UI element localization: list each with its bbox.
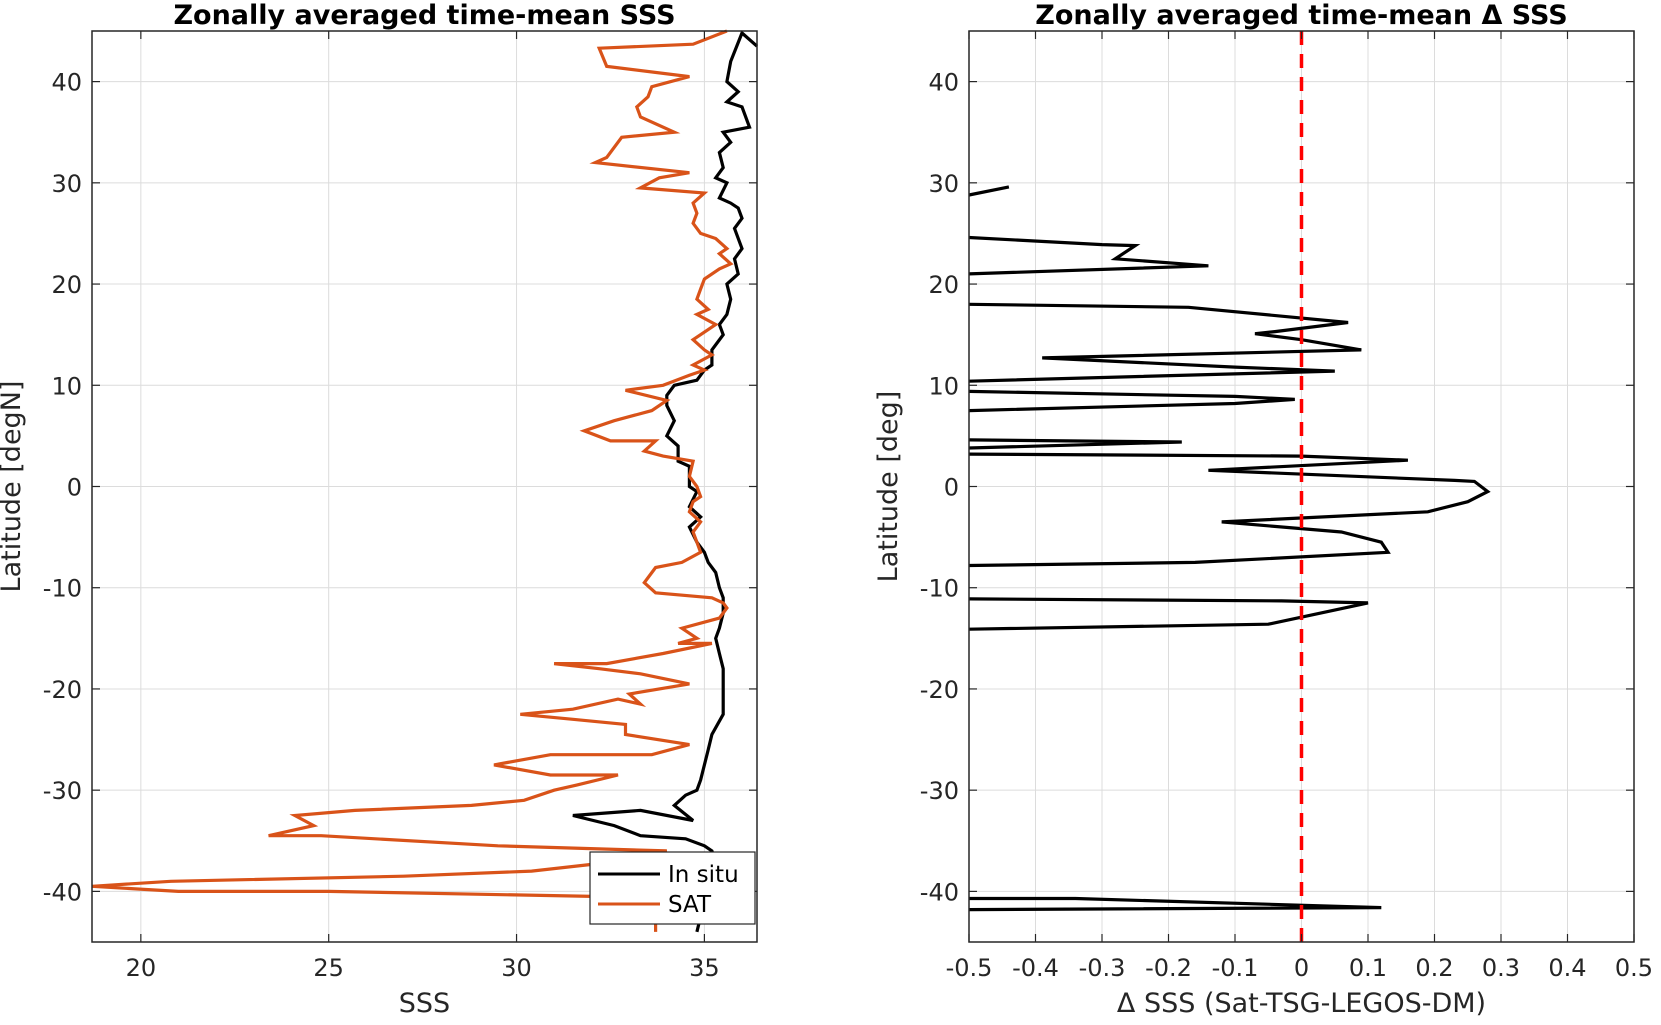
y-tick-label: 0 [944, 474, 959, 502]
x-tick-label: -0.1 [1212, 954, 1259, 982]
x-tick-label: 20 [126, 954, 157, 982]
series-line-in-situ [572, 30, 759, 933]
series-lines-left [91, 29, 759, 933]
y-tick-label: 20 [51, 271, 82, 299]
y-axis-label-right: Latitude [deg] [873, 391, 904, 583]
y-tick-label: -20 [920, 676, 959, 704]
y-tick-label: -40 [920, 878, 959, 906]
x-tick-label: 0.2 [1415, 954, 1453, 982]
y-tick-label: 0 [67, 474, 82, 502]
y-tick-labels-right: -40 -30 -20 -10 0 10 20 30 40 [920, 69, 959, 907]
legend-label-in-situ: In situ [668, 862, 739, 888]
tick-marks-left [92, 31, 757, 942]
x-tick-label: 0.3 [1482, 954, 1520, 982]
series-line-delta-sss-segment-4 [968, 389, 1295, 413]
x-tick-label: -0.2 [1145, 954, 1192, 982]
series-line-delta-sss-segment-2 [968, 235, 1209, 276]
x-tick-label: -0.5 [946, 954, 993, 982]
x-axis-label-left: SSS [399, 988, 450, 1019]
y-tick-label: 30 [928, 170, 959, 198]
grid-left [92, 31, 757, 942]
x-tick-label: 30 [501, 954, 532, 982]
y-tick-label: -10 [920, 575, 959, 603]
x-tick-label: -0.3 [1079, 954, 1126, 982]
series-line-delta-sss-segment-6 [968, 452, 1491, 568]
y-axis-label-left: Latitude [degN] [0, 381, 27, 593]
series-line-delta-sss-segment-1 [968, 185, 1010, 197]
legend-box [589, 851, 756, 925]
x-tick-label: 0.1 [1349, 954, 1387, 982]
x-tick-label: 0 [1294, 954, 1309, 982]
chart-title-left: Zonally averaged time-mean SSS [173, 0, 675, 31]
y-tick-label: -30 [43, 777, 82, 805]
x-tick-label: -0.4 [1012, 954, 1059, 982]
chart-left-sss-profile: 20 25 30 35 -40 -30 -20 -10 0 10 20 30 40 Zonally a… [0, 0, 759, 1019]
y-tick-label: -10 [43, 575, 82, 603]
x-tick-labels-right: -0.5 -0.4 -0.3 -0.2 -0.1 0 0.1 0.2 0.3 0.4 0.5 [946, 954, 1654, 982]
y-tick-labels-left: -40 -30 -20 -10 0 10 20 30 40 [43, 69, 82, 907]
y-tick-label: 30 [51, 170, 82, 198]
y-tick-label: 10 [51, 372, 82, 400]
tick-marks-right [968, 31, 1635, 942]
y-tick-label: 10 [928, 372, 959, 400]
series-line-delta-sss-segment-8 [968, 896, 1382, 912]
series-line-sat [91, 29, 734, 932]
x-axis-label-right: Δ SSS (Sat-TSG-LEGOS-DM) [1117, 988, 1486, 1019]
series-line-delta-sss-segment-5 [968, 438, 1182, 450]
y-tick-label: -40 [43, 878, 82, 906]
legend-label-sat: SAT [668, 892, 712, 918]
series-lines-right [968, 185, 1491, 912]
y-tick-label: 40 [51, 69, 82, 97]
x-tick-label: 0.5 [1615, 954, 1653, 982]
series-line-delta-sss-segment-7 [968, 597, 1369, 631]
x-tick-label: 35 [689, 954, 720, 982]
y-tick-label: 40 [928, 69, 959, 97]
y-tick-label: -30 [920, 777, 959, 805]
legend: In situ SAT [589, 851, 756, 925]
y-tick-label: -20 [43, 676, 82, 704]
y-tick-label: 20 [928, 271, 959, 299]
chart-right-delta-sss-profile: -0.5 -0.4 -0.3 -0.2 -0.1 0 0.1 0.2 0.3 0.4 0.5 -40… [873, 0, 1653, 1019]
x-tick-label: 25 [313, 954, 344, 982]
x-tick-label: 0.4 [1548, 954, 1586, 982]
chart-title-right: Zonally averaged time-mean Δ SSS [1035, 0, 1567, 31]
grid-right [968, 31, 1635, 942]
x-tick-labels-left: 20 25 30 35 [126, 954, 720, 982]
